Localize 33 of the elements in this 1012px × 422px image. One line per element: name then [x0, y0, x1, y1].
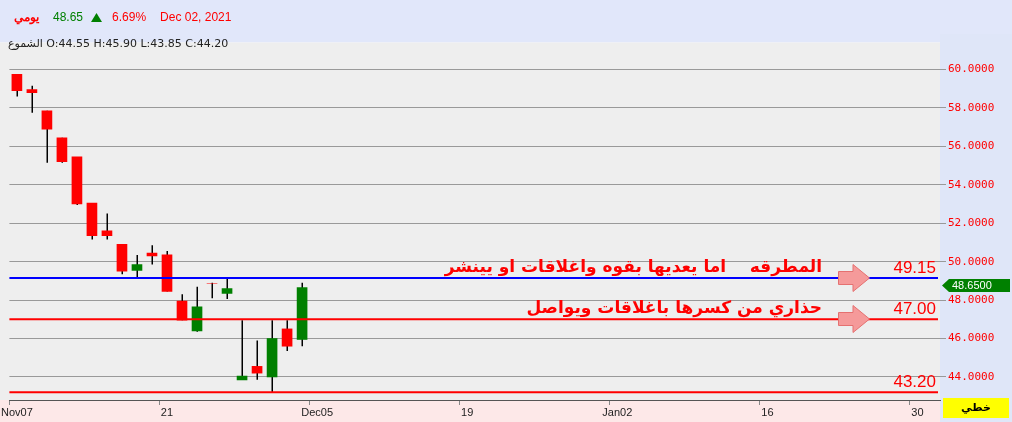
- text: 48.6500: [952, 278, 992, 291]
- candlestick: [26, 85, 38, 114]
- y-tick-label: 52.0000: [948, 216, 995, 230]
- y-tick-label: 56.0000: [948, 139, 995, 153]
- text: 48.65: [53, 10, 84, 24]
- ref-line-label: 43.20: [893, 372, 936, 392]
- x-tick-label: 16: [761, 405, 774, 418]
- ref-line-label: 47.00: [893, 299, 936, 319]
- candlestick: [11, 73, 23, 98]
- chart-title: يومي: [14, 10, 39, 24]
- y-tick-label: 46.0000: [948, 331, 995, 345]
- candlestick: [131, 254, 143, 278]
- chart-subtitle: الشموع O:44.55 H:45.90 L:43.85 C:44.20: [8, 37, 229, 50]
- y-tick-label: 58.0000: [948, 100, 995, 114]
- annotation: المطرقه اما يعديها بقوه واغلاقات او يينشر: [443, 255, 822, 277]
- x-tick-label: 30: [911, 405, 924, 418]
- x-tick-label: 21: [160, 405, 174, 418]
- text: خطي: [943, 398, 1009, 418]
- x-tick-label: 19: [461, 405, 474, 418]
- candlestick: [41, 110, 53, 164]
- x-tick-label: Jan02: [602, 405, 633, 418]
- y-tick-label: 48.0000: [948, 292, 995, 306]
- text: 6.69%: [112, 10, 147, 24]
- ref-line-label: 49.15: [893, 257, 936, 277]
- y-tick-label: 44.0000: [948, 369, 995, 383]
- annotation: حذاري من كسرها باغلاقات ويواصل: [526, 297, 822, 319]
- x-tick-label: Dec05: [301, 405, 333, 418]
- y-tick-label: 50.0000: [948, 254, 995, 268]
- y-tick-label: 60.0000: [948, 62, 995, 76]
- text: Dec 02, 2021: [160, 10, 232, 24]
- candlestick: [221, 277, 233, 300]
- x-tick-label: Nov07: [1, 405, 33, 418]
- y-tick-label: 54.0000: [948, 177, 995, 191]
